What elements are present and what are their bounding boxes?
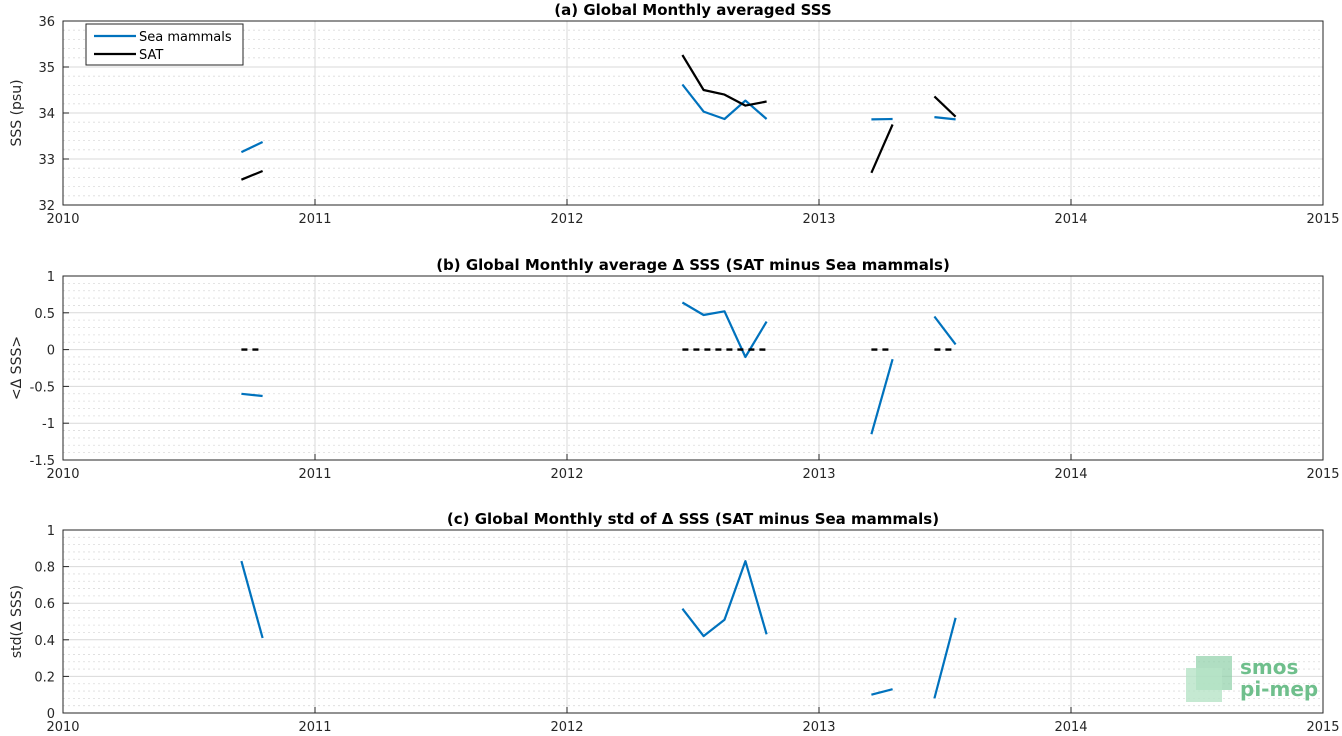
chart-title: (a) Global Monthly averaged SSS [554,1,831,19]
smos-pi-mep-logo: smos pi-mep [1186,655,1318,702]
logo-text-pi-mep: pi-mep [1240,677,1318,701]
x-tick-label: 2013 [802,720,835,735]
y-tick-label: 1 [47,270,55,285]
x-tick-label: 2014 [1054,720,1087,735]
series-line-segment [871,688,893,696]
y-tick-label: 1 [47,524,55,539]
axes-box [62,529,1324,714]
series-line-segment [241,392,263,398]
x-tick-label: 2015 [1306,212,1339,227]
chart-title: (c) Global Monthly std of Δ SSS (SAT min… [447,510,939,528]
y-tick-label: 0.5 [34,307,55,322]
y-tick-label: 0 [47,707,55,722]
y-axis-label: std(Δ SSS) [9,585,25,658]
x-tick-label: 2010 [46,467,79,482]
y-tick-label: -0.5 [30,380,55,395]
x-tick-label: 2012 [550,467,583,482]
series-line-segment [933,95,957,118]
series-line-segment [934,116,956,121]
y-tick-label: 33 [38,153,55,168]
series-line-segment [870,124,894,174]
y-tick-label: 36 [38,15,55,30]
x-tick-label: 2015 [1306,467,1339,482]
series-0 [240,559,957,699]
legend-box [85,23,244,66]
series-line-segment [240,169,264,181]
x-tick-label: 2011 [298,720,331,735]
legend-label: Sea mammals [139,30,232,45]
x-tick-label: 2014 [1054,212,1087,227]
series-1 [240,54,957,181]
x-tick-label: 2014 [1054,467,1087,482]
chart-title: (b) Global Monthly average Δ SSS (SAT mi… [436,256,950,274]
y-tick-label: 0 [47,344,55,359]
logo-mark-front [1186,668,1222,702]
plot-b-monthly-delta-sss: 2010 2011 2012 2013 2014 2015 -1.5 -1 -0.5 0 0.5 1 (… [9,256,1340,482]
y-tick-label: 0.4 [34,634,55,649]
legend-label: SAT [139,48,163,63]
y-tick-label: 35 [38,61,55,76]
y-axis-label: <Δ SSS> [9,336,25,400]
y-tick-label: 34 [38,107,55,122]
x-tick-label: 2015 [1306,720,1339,735]
x-tick-label: 2012 [550,720,583,735]
series-line-segment [681,54,767,107]
series-line-segment [681,83,768,121]
series-line-segment [870,358,894,435]
y-axis-label: SSS (psu) [9,79,25,146]
x-tick-label: 2013 [802,467,835,482]
x-tick-label: 2012 [550,212,583,227]
axes-box [62,275,1324,461]
series-line-segment [933,617,957,699]
series-line-segment [933,315,957,346]
series-line-segment [240,141,264,154]
series-line-segment [681,559,768,638]
series-0 [240,83,956,154]
series-0 [241,301,957,435]
x-tick-label: 2011 [298,467,331,482]
y-tick-label: -1 [42,417,55,432]
y-tick-label: 32 [38,199,55,214]
x-tick-label: 2010 [46,720,79,735]
x-tick-label: 2010 [46,212,79,227]
plot-c-monthly-std-delta-sss: 2010 2011 2012 2013 2014 2015 0 0.2 0.4 0.6 0.8 1 (c… [9,510,1340,735]
y-tick-label: 0.8 [34,561,55,576]
y-tick-label: -1.5 [30,454,55,469]
y-tick-label: 0.6 [34,597,55,612]
y-tick-label: 0.2 [34,670,55,685]
plot-a-monthly-sss: 2010 2011 2012 2013 2014 2015 32 33 34 35 36 (a) Gl… [9,1,1340,227]
series-line-segment [240,560,264,639]
series-line-segment [681,301,768,359]
logo-text-smos: smos [1240,655,1298,679]
x-tick-label: 2011 [298,212,331,227]
x-tick-label: 2013 [802,212,835,227]
